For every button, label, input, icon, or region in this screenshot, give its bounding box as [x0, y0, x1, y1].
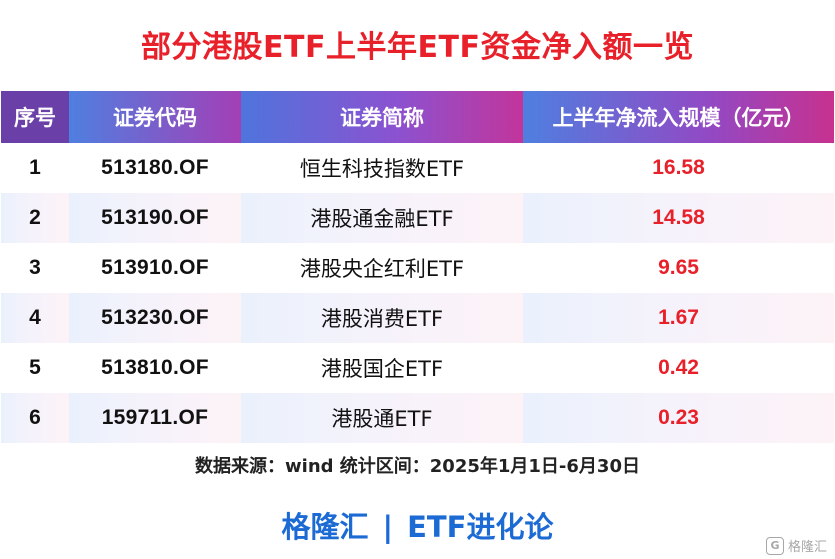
cell-net-inflow: 1.67	[523, 293, 834, 343]
page-title: 部分港股ETF上半年ETF资金净入额一览	[141, 30, 694, 65]
table-row: 6 159711.OF 港股通ETF 0.23	[1, 393, 834, 443]
cell-net-inflow: 9.65	[658, 256, 699, 279]
header-code: 证券代码	[69, 91, 241, 143]
cell-name: 港股央企红利ETF	[299, 257, 465, 281]
cell-name: 港股通ETF	[241, 393, 523, 443]
data-source-note: 数据来源：wind 统计区间：2025年1月1日-6月30日	[195, 456, 640, 477]
cell-net-inflow: 0.42	[658, 356, 699, 379]
brand-name: 格隆汇	[281, 510, 369, 544]
cell-code: 159711.OF	[69, 393, 241, 443]
cell-code: 513190.OF	[69, 193, 241, 243]
cell-code: 513230.OF	[69, 293, 241, 343]
watermark-text: 格隆汇	[787, 540, 827, 555]
cell-seq: 2	[1, 193, 69, 243]
etf-flow-table: 序号 证券代码 证券简称 上半年净流入规模（亿元） 1 513180.OF 恒生…	[1, 91, 834, 443]
header-net-inflow: 上半年净流入规模（亿元）	[523, 91, 834, 143]
cell-net-inflow: 0.23	[523, 393, 834, 443]
table-row: 5 513810.OF 港股国企ETF 0.42	[1, 343, 834, 393]
cell-code: 513910.OF	[101, 256, 209, 279]
cell-code: 513180.OF	[101, 156, 209, 179]
table-row: 3 513910.OF 港股央企红利ETF 9.65	[1, 243, 834, 293]
cell-net-inflow: 16.58	[652, 156, 705, 179]
brand-footer: 格隆汇 | ETF进化论	[0, 504, 835, 546]
table-header-row: 序号 证券代码 证券简称 上半年净流入规模（亿元）	[1, 91, 834, 143]
header-name: 证券简称	[241, 91, 523, 143]
gelonghui-logo-icon: G	[765, 536, 784, 555]
header-seq: 序号	[1, 91, 69, 143]
brand-separator: |	[382, 510, 394, 544]
cell-seq: 1	[29, 156, 41, 179]
cell-net-inflow: 14.58	[523, 193, 834, 243]
brand-column: ETF进化论	[407, 510, 554, 544]
cell-seq: 4	[1, 293, 69, 343]
cell-code: 513810.OF	[101, 356, 209, 379]
cell-name: 港股通金融ETF	[241, 193, 523, 243]
table-row: 1 513180.OF 恒生科技指数ETF 16.58	[1, 143, 834, 193]
table-row: 2 513190.OF 港股通金融ETF 14.58	[1, 193, 834, 243]
table-row: 4 513230.OF 港股消费ETF 1.67	[1, 293, 834, 343]
cell-seq: 5	[29, 356, 41, 379]
cell-seq: 3	[29, 256, 41, 279]
cell-name: 恒生科技指数ETF	[299, 157, 465, 181]
cell-name: 港股消费ETF	[241, 293, 523, 343]
cell-seq: 6	[1, 393, 69, 443]
watermark: G 格隆汇	[765, 536, 827, 555]
cell-name: 港股国企ETF	[320, 357, 444, 381]
